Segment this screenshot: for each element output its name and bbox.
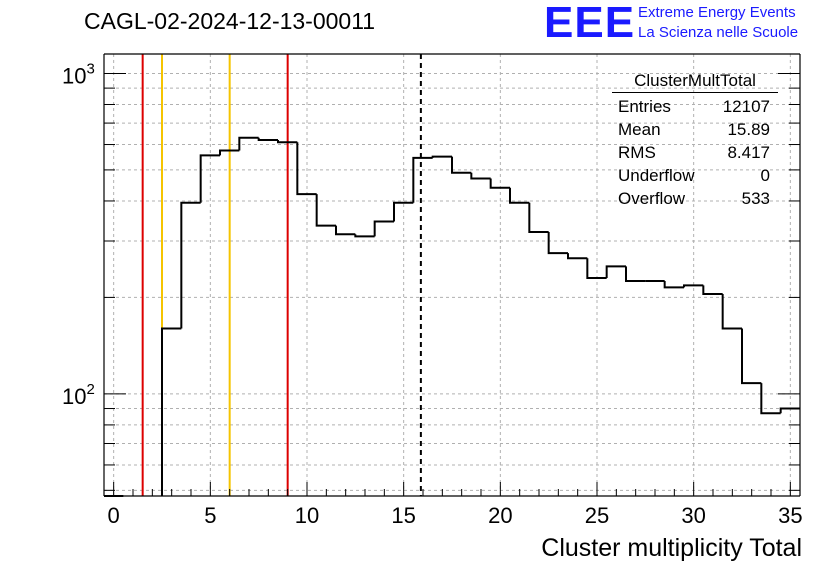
tick-labels: 0 5 10 15 20 25 30 35 102 103 [62,60,803,528]
hist-bin [489,178,510,189]
hist-bin [354,234,375,238]
hist-bin [257,137,278,141]
eee-logo: EEE [544,0,636,47]
hist-bin [663,281,684,289]
y-tick-label: 102 [62,381,95,409]
hist-bin [683,284,704,288]
stats-value: 15.89 [727,120,770,139]
histogram-series [104,136,800,497]
stats-label: Underflow [618,166,695,185]
stats-label: Entries [618,97,671,116]
hist-bin [547,232,568,255]
hist-bin [180,201,201,329]
stats-label: Overflow [618,189,686,208]
stats-value: 0 [760,166,770,185]
x-tick-label: 30 [681,503,705,528]
hist-bin [586,258,607,279]
hist-bin [277,139,298,144]
x-tick-label: 10 [295,503,319,528]
axis-ticks [104,72,800,496]
stats-value: 8.417 [727,143,770,162]
stats-row: RMS 8.417 [612,141,778,164]
logo-line-2: La Scienza nelle Scuole [638,24,799,41]
stats-row: Mean 15.89 [612,118,778,141]
hist-bin [315,194,336,227]
hist-bin [528,202,549,234]
chart-title: CAGL-02-2024-12-13-00011 [84,8,376,34]
logo-caption: Extreme Energy Events La Scienza nelle S… [638,3,798,43]
hist-bin [760,383,781,415]
hist-bin [431,155,452,158]
axes [103,53,801,497]
stats-row: Overflow 533 [612,187,778,210]
hist-bin [721,293,742,330]
hist-bin [238,136,259,151]
stats-box: ClusterMultTotal Entries 12107 Mean 15.8… [612,71,778,210]
vertical-marker-lines [141,54,422,496]
hist-bin [393,201,414,222]
stats-value: 12107 [722,97,770,116]
hist-bin [625,266,646,283]
hist-bin [161,327,182,496]
hist-bin [702,285,723,295]
hist-bin [296,142,317,196]
hist-bin [335,225,356,236]
hist-bin [605,265,626,278]
stats-row: Entries 12107 [612,95,778,118]
hist-bin [509,187,530,204]
hist-bin [412,156,433,203]
hist-bin [470,172,491,180]
x-tick-label: 35 [778,503,802,528]
hist-bin [451,156,472,174]
stats-label: Mean [618,120,661,139]
x-tick-label: 15 [391,503,415,528]
logo-line-1: Extreme Energy Events [638,4,796,21]
x-tick-label: 0 [108,503,120,528]
stats-value: 533 [741,189,770,208]
hist-bin [199,154,220,203]
stats-label: RMS [618,143,656,162]
x-tick-label: 25 [585,503,609,528]
y-tick-label: 103 [62,60,95,88]
hist-bin [741,328,762,385]
x-tick-label: 5 [204,503,216,528]
stats-title: ClusterMultTotal [612,71,778,93]
stats-row: Underflow 0 [612,164,778,187]
hist-bin [567,253,588,260]
hist-bin [219,149,240,156]
grid-lines [104,54,800,496]
hist-bin [373,220,394,237]
x-tick-label: 20 [488,503,512,528]
x-axis-label: Cluster multiplicity Total [541,534,802,562]
